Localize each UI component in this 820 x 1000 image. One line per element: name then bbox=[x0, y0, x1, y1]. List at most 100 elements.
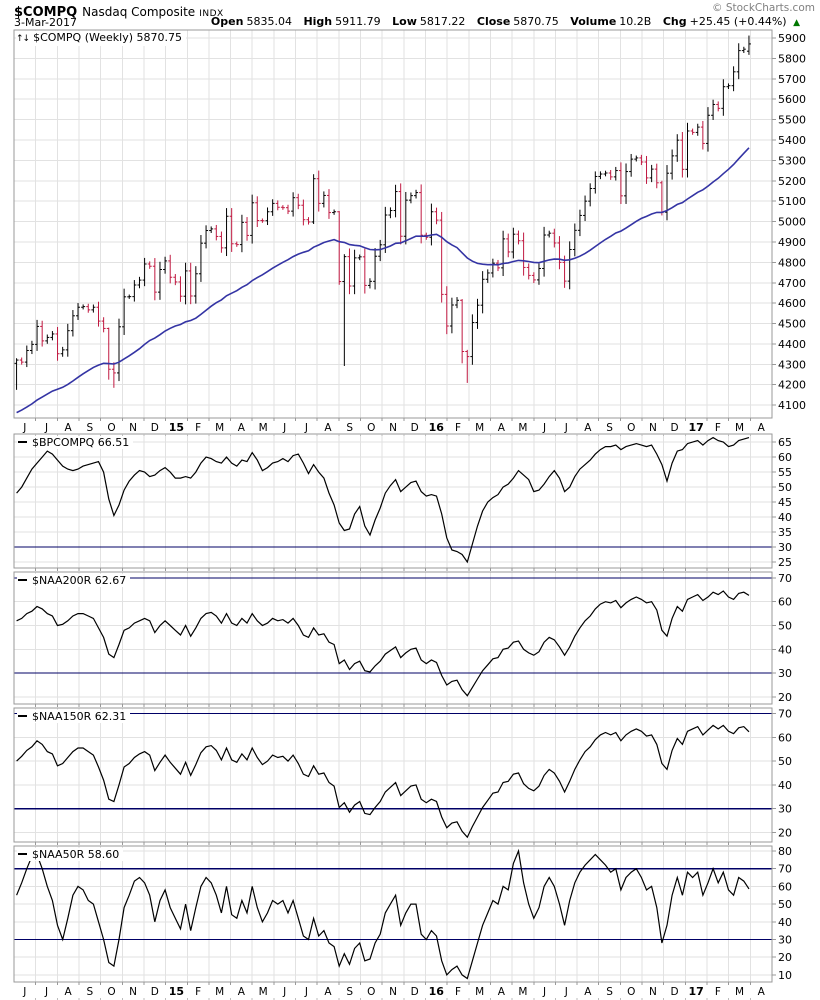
y-axis-label: 5700 bbox=[778, 73, 806, 86]
x-axis-label: M bbox=[475, 422, 484, 434]
volume-value: 10.2B bbox=[619, 15, 652, 28]
x-axis-label: M bbox=[215, 422, 224, 434]
x-axis-label: F bbox=[715, 422, 721, 434]
x-axis-label: A bbox=[498, 986, 506, 998]
change-up-triangle-icon: ▲ bbox=[793, 18, 800, 28]
x-axis-bottom: J J A S O N D 15 F M A M J J A S O N D 16 F M A M J J A S O N D 17 F M A bbox=[22, 985, 766, 1000]
x-axis-label: A bbox=[324, 986, 332, 998]
y-axis-label: 70 bbox=[778, 707, 792, 720]
x-axis-label: A bbox=[238, 986, 246, 998]
close-value: 5870.75 bbox=[513, 15, 559, 28]
x-axis-label: S bbox=[346, 422, 353, 434]
legend-compq-text: $COMPQ (Weekly) 5870.75 bbox=[33, 31, 182, 44]
indicator-line bbox=[16, 848, 750, 980]
x-axis-label: D bbox=[151, 422, 159, 434]
symbol-title: $COMPQ bbox=[14, 5, 78, 20]
x-axis-label: M bbox=[735, 422, 744, 434]
quote-bar: Open 5835.04 High 5911.79 Low 5817.22 Close… bbox=[211, 15, 800, 28]
y-axis-label: 60 bbox=[778, 596, 792, 609]
y-axis-label: 80 bbox=[778, 845, 792, 858]
line-swatch-icon bbox=[18, 440, 27, 443]
x-axis-label: J bbox=[542, 422, 546, 434]
open-value: 5835.04 bbox=[246, 15, 292, 28]
x-axis-label: D bbox=[411, 986, 419, 998]
y-axis-label: 30 bbox=[778, 934, 792, 947]
x-axis-label: A bbox=[65, 422, 73, 434]
indicator-line bbox=[16, 724, 750, 839]
y-axis-label: 65 bbox=[778, 436, 792, 449]
x-axis-label: O bbox=[627, 986, 635, 998]
title-row: $COMPQ Nasdaq Composite INDX bbox=[14, 1, 224, 20]
price-bars bbox=[14, 35, 751, 390]
panel-naa50r: 10 20 30 40 50 60 70 80 bbox=[13, 845, 792, 985]
x-axis-label: F bbox=[195, 422, 201, 434]
y-axis-label: 25 bbox=[778, 556, 792, 569]
x-axis-label: 16 bbox=[429, 421, 445, 434]
y-axis-label: 40 bbox=[778, 779, 792, 792]
low-label: Low bbox=[392, 15, 417, 28]
y-axis-label: 4600 bbox=[778, 297, 806, 310]
x-axis-label: O bbox=[367, 986, 375, 998]
y-axis-label: 60 bbox=[778, 451, 792, 464]
x-axis-label: A bbox=[758, 986, 766, 998]
close-label: Close bbox=[476, 15, 511, 28]
legend-naa50r: $NAA50R 58.60 bbox=[17, 848, 124, 861]
x-axis-label: J bbox=[542, 986, 546, 998]
y-axis-label: 4200 bbox=[778, 379, 806, 392]
line-swatch-icon bbox=[18, 852, 27, 855]
y-axis-label: 30 bbox=[778, 667, 792, 680]
x-axis-label: A bbox=[584, 422, 592, 434]
change-label: Chg bbox=[662, 15, 687, 28]
line-swatch-icon bbox=[18, 578, 27, 581]
y-axis-label: 50 bbox=[778, 481, 792, 494]
y-axis-label: 50 bbox=[778, 620, 792, 633]
x-axis-label: 15 bbox=[169, 985, 184, 998]
x-axis-label: S bbox=[86, 422, 93, 434]
x-axis-label: J bbox=[564, 986, 568, 998]
x-axis-label: J bbox=[564, 422, 568, 434]
high-label: High bbox=[303, 15, 333, 28]
x-axis-label: J bbox=[282, 986, 286, 998]
legend-bpcompq-text: $BPCOMPQ 66.51 bbox=[32, 436, 130, 449]
y-axis-label: 4100 bbox=[778, 399, 806, 412]
legend-compq: ↑↓ $COMPQ (Weekly) 5870.75 bbox=[16, 31, 186, 46]
x-axis-label: M bbox=[735, 986, 744, 998]
change-value: +25.45 (+0.44%) bbox=[689, 15, 787, 28]
x-axis-label: M bbox=[215, 986, 224, 998]
y-axis-label: 60 bbox=[778, 731, 792, 744]
x-axis-label: M bbox=[259, 986, 268, 998]
y-axis-label: 4400 bbox=[778, 338, 806, 351]
x-axis-label: S bbox=[86, 986, 93, 998]
x-axis-main: J J A S O N D 15 F M A M J J A S O N D 16 F M A M J J A S O N D 17 F M A bbox=[22, 421, 766, 436]
x-axis-label: D bbox=[151, 986, 159, 998]
x-axis-label: S bbox=[346, 986, 353, 998]
y-axis-label: 10 bbox=[778, 969, 792, 982]
x-axis-label: A bbox=[758, 422, 766, 434]
x-axis-label: F bbox=[455, 986, 461, 998]
moving-average-line bbox=[16, 147, 750, 414]
y-axis-label: 60 bbox=[778, 880, 792, 893]
y-axis-label: 20 bbox=[778, 951, 792, 964]
legend-naa150r-text: $NAA150R 62.31 bbox=[32, 710, 127, 723]
x-axis-label: D bbox=[670, 422, 678, 434]
y-axis-label: 20 bbox=[778, 691, 792, 704]
x-axis-label: A bbox=[65, 986, 73, 998]
x-axis-label: N bbox=[129, 422, 137, 434]
y-axis-label: 4700 bbox=[778, 277, 806, 290]
legend-naa200r-text: $NAA200R 62.67 bbox=[32, 574, 127, 587]
x-axis-label: J bbox=[304, 986, 308, 998]
x-axis-label: F bbox=[715, 986, 721, 998]
y-axis-label: 70 bbox=[778, 572, 792, 585]
panel-bpcompq: 25 30 35 40 45 50 55 60 65 bbox=[13, 433, 792, 571]
x-axis-label: J bbox=[282, 422, 286, 434]
panel-compq: 4100 4200 4300 4400 4500 4600 4700 4800 4900 5000… bbox=[13, 29, 806, 421]
x-axis-label: O bbox=[107, 986, 115, 998]
y-axis-label: 5800 bbox=[778, 52, 806, 65]
y-axis-label: 50 bbox=[778, 755, 792, 768]
y-axis-label: 5900 bbox=[778, 32, 806, 45]
x-axis-label: A bbox=[584, 986, 592, 998]
x-axis-label: S bbox=[606, 422, 613, 434]
y-axis-label: 5100 bbox=[778, 195, 806, 208]
